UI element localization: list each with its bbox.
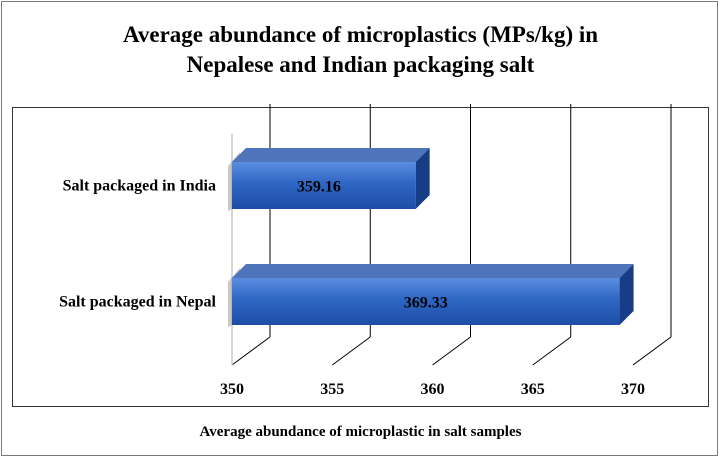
chart-title-line-1: Average abundance of microplastics (MPs/… bbox=[122, 22, 599, 47]
floor-gridline-1 bbox=[331, 336, 371, 366]
x-axis-title: Average abundance of microplastic in sal… bbox=[199, 424, 522, 440]
bar-1 bbox=[232, 278, 620, 325]
bar-top-1 bbox=[232, 264, 634, 278]
floor-gridline-2 bbox=[432, 336, 471, 366]
floor-gridline-3 bbox=[532, 336, 572, 366]
plot-area bbox=[12, 107, 709, 407]
x-tick-label-4: 370 bbox=[621, 381, 645, 398]
x-tick-label-0: 350 bbox=[220, 381, 244, 398]
category-label-1: Salt packaged in Nepal bbox=[59, 294, 216, 311]
floor-gridline-4 bbox=[632, 336, 672, 366]
gridlines bbox=[231, 104, 672, 366]
data-label-0: 359.16 bbox=[297, 179, 341, 196]
labels: 350 355 360 365 370 359.16 Salt packaged in In… bbox=[59, 178, 645, 399]
chart-title: Average abundance of microplastics (MPs/… bbox=[0, 20, 721, 80]
chart-title-line-2: Nepalese and Indian packaging salt bbox=[186, 52, 535, 77]
bars bbox=[228, 148, 634, 327]
x-tick-label-1: 355 bbox=[320, 381, 344, 398]
bar-top-0 bbox=[232, 148, 430, 162]
bar-0 bbox=[232, 162, 416, 209]
bar-end-0 bbox=[415, 148, 430, 209]
category-label-0: Salt packaged in India bbox=[63, 178, 216, 195]
x-tick-label-2: 360 bbox=[421, 381, 445, 398]
bar-end-1 bbox=[619, 264, 634, 325]
x-tick-label-3: 365 bbox=[521, 381, 545, 398]
floor-gridline-0 bbox=[231, 336, 271, 366]
data-label-1: 369.33 bbox=[404, 295, 448, 312]
